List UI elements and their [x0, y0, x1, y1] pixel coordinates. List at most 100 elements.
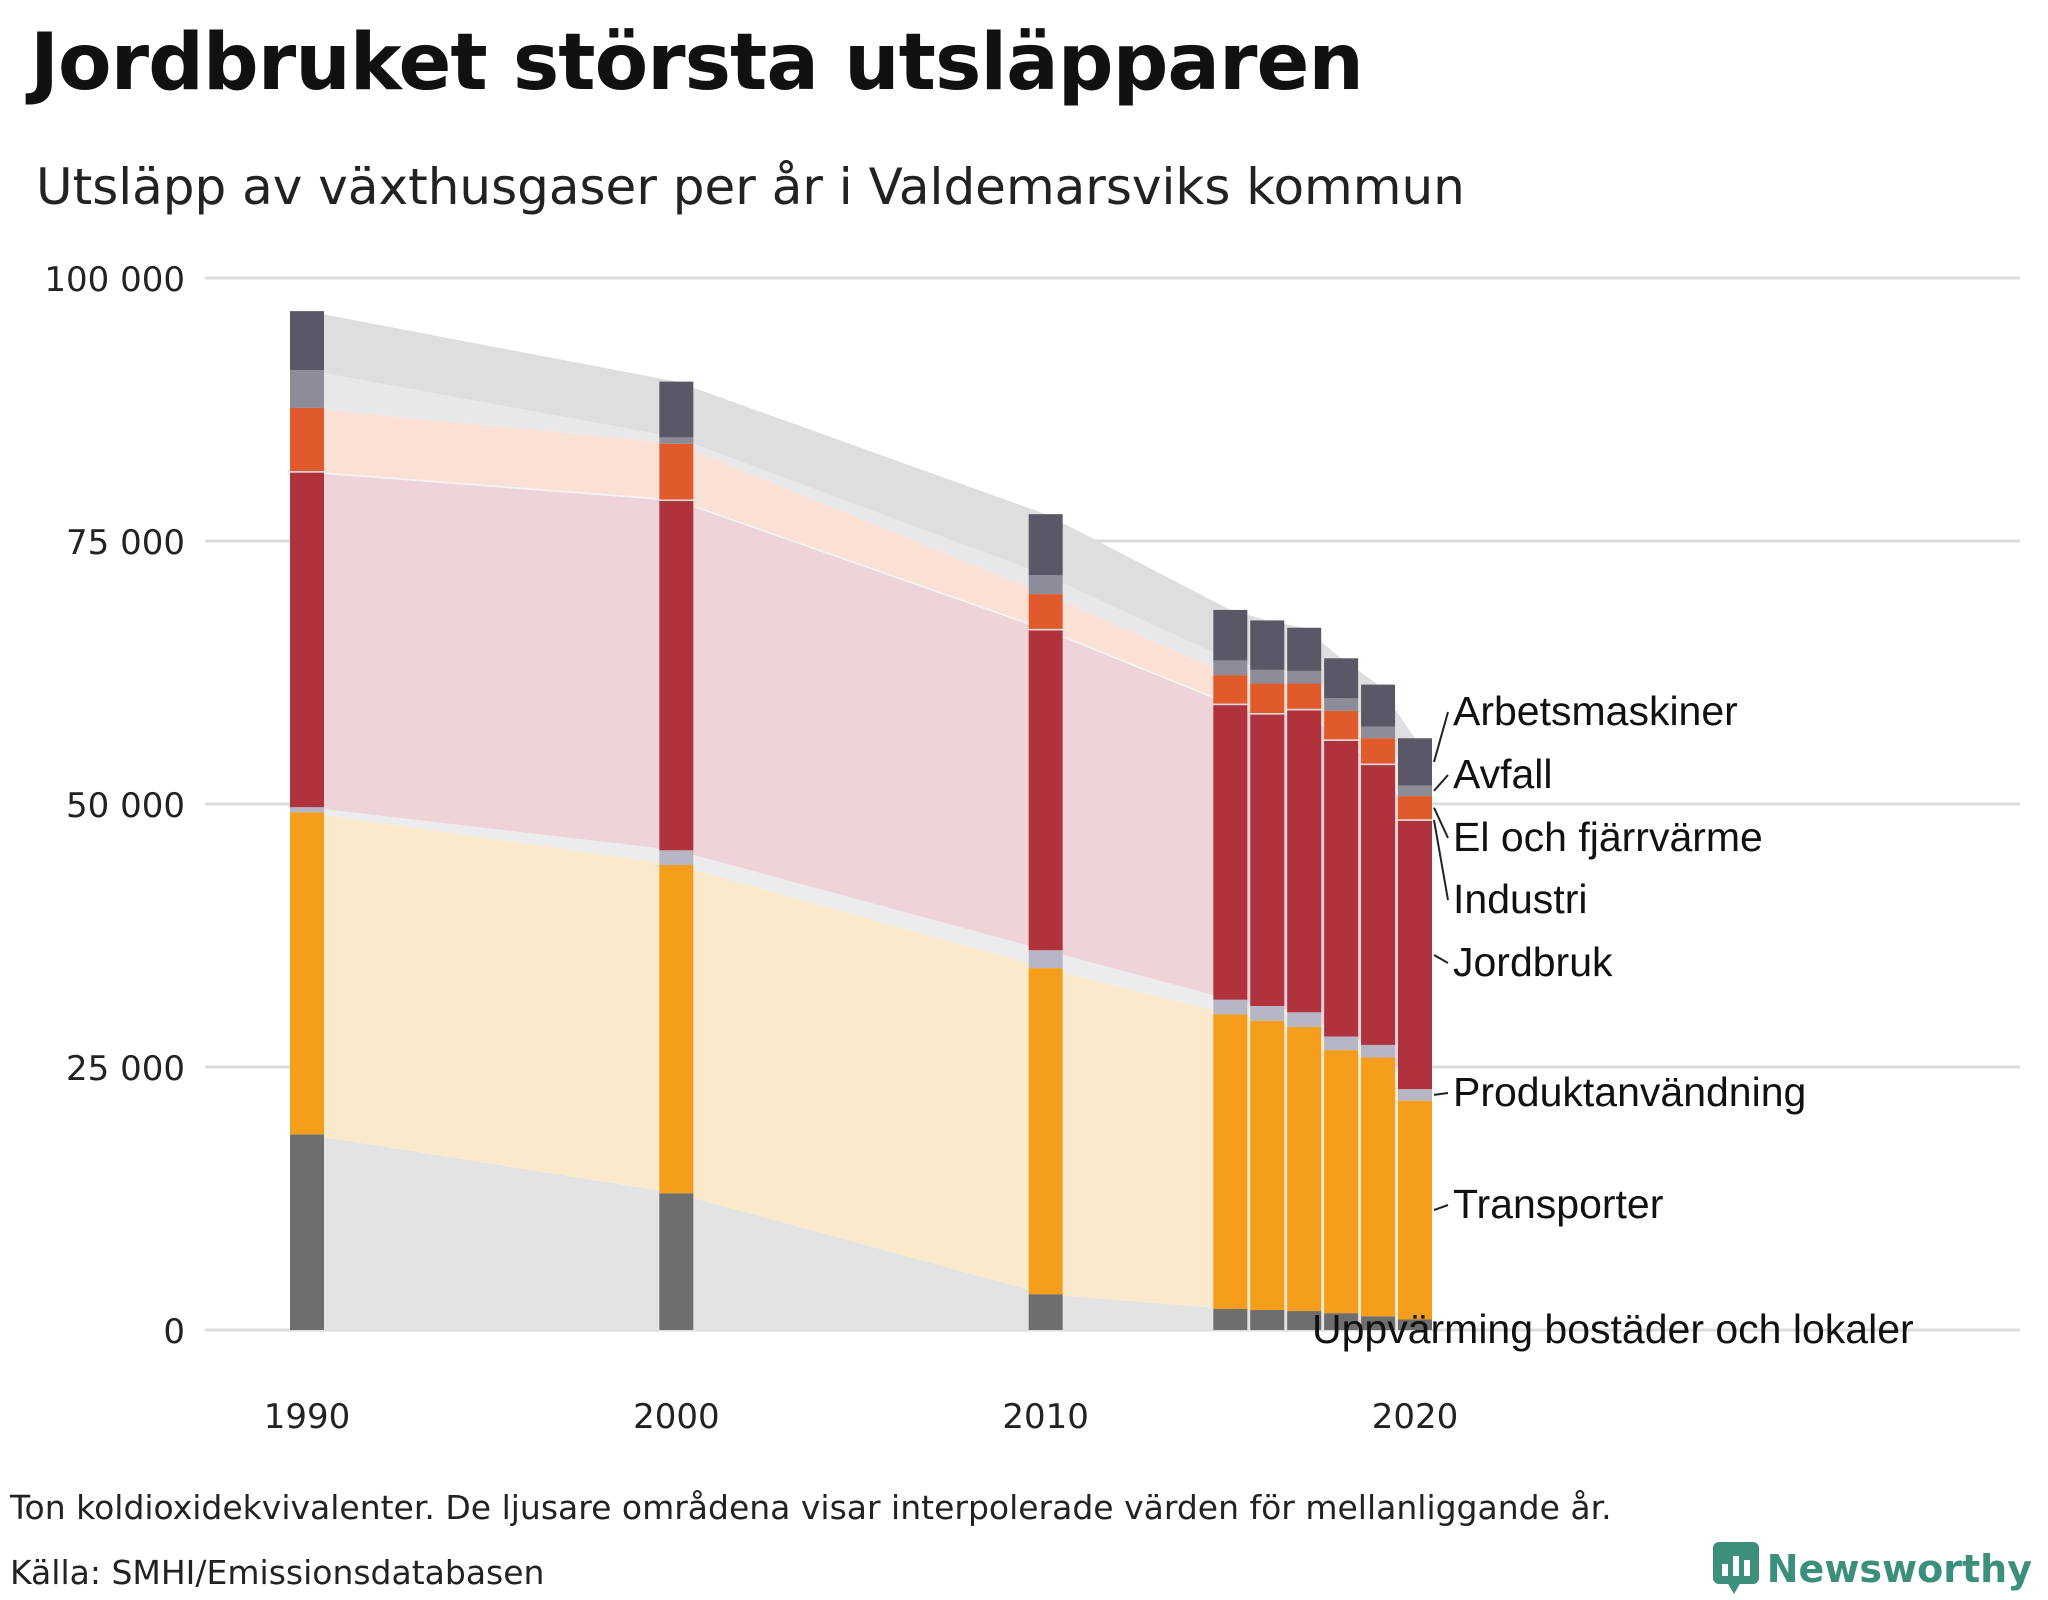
bar-industri-2000[interactable]	[659, 499, 694, 502]
x-tick-label: 1990	[264, 1397, 351, 1437]
bar-el-och-fjarrvarme-2019[interactable]	[1361, 738, 1396, 764]
series-label-transporter: Transporter	[1453, 1181, 1663, 1227]
bar-uppvarming-bostader-och-lokaler-1990[interactable]	[290, 1134, 324, 1330]
bar-uppvarming-bostader-och-lokaler-2020[interactable]	[1398, 1319, 1432, 1330]
interpolated-areas	[307, 311, 1415, 1330]
bar-uppvarming-bostader-och-lokaler-2017[interactable]	[1287, 1311, 1322, 1330]
bar-el-och-fjarrvarme-1990[interactable]	[290, 407, 324, 472]
bar-produktanvandning-2018[interactable]	[1324, 1036, 1359, 1051]
bar-transporter-2000[interactable]	[659, 865, 694, 1194]
bar-produktanvandning-2017[interactable]	[1287, 1012, 1322, 1028]
source-credit: Källa: SMHI/Emissionsdatabasen	[10, 1553, 545, 1592]
y-tick-label: 0	[163, 1312, 185, 1352]
bar-arbetsmaskiner-2016[interactable]	[1250, 620, 1285, 670]
bar-industri-2019[interactable]	[1361, 763, 1396, 766]
bar-arbetsmaskiner-2010[interactable]	[1028, 514, 1063, 576]
leader-line-el-och-fjarrvarme	[1433, 807, 1449, 839]
bar-arbetsmaskiner-2015[interactable]	[1213, 609, 1248, 661]
bar-produktanvandning-2019[interactable]	[1361, 1044, 1396, 1058]
bar-jordbruk-2018[interactable]	[1324, 740, 1359, 1037]
series-label-arbetsmaskiner: Arbetsmaskiner	[1453, 688, 1738, 734]
x-tick-label: 2000	[633, 1397, 720, 1437]
bar-el-och-fjarrvarme-2010[interactable]	[1028, 594, 1063, 629]
area-transporter	[307, 812, 1415, 1320]
footnote: Ton koldioxidekvivalenter. De ljusare om…	[10, 1488, 1612, 1527]
bar-produktanvandning-2016[interactable]	[1250, 1005, 1285, 1021]
bar-transporter-2016[interactable]	[1250, 1020, 1285, 1311]
bar-transporter-2020[interactable]	[1398, 1100, 1432, 1320]
bar-uppvarming-bostader-och-lokaler-2010[interactable]	[1028, 1294, 1063, 1330]
bar-avfall-2018[interactable]	[1324, 698, 1359, 711]
bar-uppvarming-bostader-och-lokaler-2018[interactable]	[1324, 1313, 1359, 1330]
bar-arbetsmaskiner-2019[interactable]	[1361, 684, 1396, 727]
bar-industri-2020[interactable]	[1398, 819, 1432, 821]
leader-line-transporter	[1433, 1204, 1449, 1212]
bar-el-och-fjarrvarme-2018[interactable]	[1324, 710, 1359, 740]
bar-transporter-2010[interactable]	[1028, 968, 1063, 1295]
bar-avfall-2020[interactable]	[1398, 785, 1432, 797]
bar-transporter-2017[interactable]	[1287, 1027, 1322, 1312]
bar-uppvarming-bostader-och-lokaler-2015[interactable]	[1213, 1308, 1248, 1330]
bar-avfall-2017[interactable]	[1287, 670, 1322, 684]
y-tick-label: 25 000	[66, 1049, 185, 1089]
bar-arbetsmaskiner-2017[interactable]	[1287, 627, 1322, 671]
bar-transporter-2018[interactable]	[1324, 1050, 1359, 1314]
bar-uppvarming-bostader-och-lokaler-2000[interactable]	[659, 1193, 694, 1330]
bar-el-och-fjarrvarme-2000[interactable]	[659, 443, 694, 500]
brand-name: Newsworthy	[1766, 1547, 2032, 1591]
bar-industri-2015[interactable]	[1213, 703, 1248, 706]
bar-avfall-2016[interactable]	[1250, 669, 1285, 684]
bar-industri-2018[interactable]	[1324, 739, 1359, 741]
bar-arbetsmaskiner-2000[interactable]	[659, 381, 694, 438]
bar-el-och-fjarrvarme-2016[interactable]	[1250, 683, 1285, 714]
bar-industri-1990[interactable]	[290, 471, 324, 473]
bar-produktanvandning-2020[interactable]	[1398, 1089, 1432, 1101]
bar-avfall-2015[interactable]	[1213, 660, 1248, 676]
brand-logo[interactable]: Newsworthy	[1712, 1542, 2032, 1596]
bar-el-och-fjarrvarme-2017[interactable]	[1287, 683, 1322, 709]
bar-transporter-2015[interactable]	[1213, 1014, 1248, 1309]
bar-industri-2016[interactable]	[1250, 713, 1285, 715]
bar-jordbruk-1990[interactable]	[290, 472, 324, 808]
bar-arbetsmaskiner-2020[interactable]	[1398, 738, 1432, 786]
bar-jordbruk-2020[interactable]	[1398, 820, 1432, 1090]
bar-el-och-fjarrvarme-2015[interactable]	[1213, 675, 1248, 704]
bar-industri-2017[interactable]	[1287, 708, 1322, 711]
x-tick-label: 2010	[1002, 1397, 1089, 1437]
series-label-uppvarming-bostader-och-lokaler: Uppvärming bostäder och lokaler	[1312, 1306, 1914, 1352]
leader-line-avfall	[1433, 774, 1449, 792]
bar-avfall-2010[interactable]	[1028, 575, 1063, 595]
bar-el-och-fjarrvarme-2020[interactable]	[1398, 796, 1432, 820]
y-tick-label: 100 000	[44, 260, 185, 300]
bar-produktanvandning-1990[interactable]	[290, 807, 324, 813]
bars	[290, 311, 1432, 1330]
bar-uppvarming-bostader-och-lokaler-2019[interactable]	[1361, 1316, 1396, 1330]
series-label-jordbruk: Jordbruk	[1453, 939, 1613, 985]
chart-subtitle: Utsläpp av växthusgaser per år i Valdema…	[36, 158, 1465, 216]
bar-uppvarming-bostader-och-lokaler-2016[interactable]	[1250, 1310, 1285, 1330]
bar-produktanvandning-2010[interactable]	[1028, 950, 1063, 969]
bar-avfall-2000[interactable]	[659, 437, 694, 444]
bar-produktanvandning-2000[interactable]	[659, 850, 694, 866]
bar-arbetsmaskiner-1990[interactable]	[290, 311, 324, 371]
bar-avfall-1990[interactable]	[290, 370, 324, 408]
bar-produktanvandning-2015[interactable]	[1213, 999, 1248, 1015]
bar-avfall-2019[interactable]	[1361, 726, 1396, 739]
area-el-och-fjarrvarme	[307, 407, 1415, 820]
bar-transporter-2019[interactable]	[1361, 1057, 1396, 1317]
bar-jordbruk-2000[interactable]	[659, 501, 694, 851]
bar-industri-2010[interactable]	[1028, 628, 1063, 631]
area-avfall	[307, 370, 1415, 797]
bar-jordbruk-2015[interactable]	[1213, 705, 1248, 1000]
bar-jordbruk-2019[interactable]	[1361, 765, 1396, 1045]
x-tick-label: 2020	[1372, 1397, 1459, 1437]
bar-jordbruk-2016[interactable]	[1250, 714, 1285, 1006]
series-labels: Uppvärming bostäder och lokaler Transport…	[1312, 688, 1914, 1352]
series-label-produktanvandning: Produktanvändning	[1453, 1069, 1806, 1115]
leader-line-jordbruk	[1433, 954, 1449, 964]
bar-arbetsmaskiner-2018[interactable]	[1324, 658, 1359, 699]
bar-jordbruk-2010[interactable]	[1028, 630, 1063, 951]
bar-transporter-1990[interactable]	[290, 812, 324, 1135]
bar-jordbruk-2017[interactable]	[1287, 710, 1322, 1013]
stacked-bar-chart: 0 25 000 50 000 75 000 100 000 1990 2000 2010 20…	[44, 260, 2020, 1437]
